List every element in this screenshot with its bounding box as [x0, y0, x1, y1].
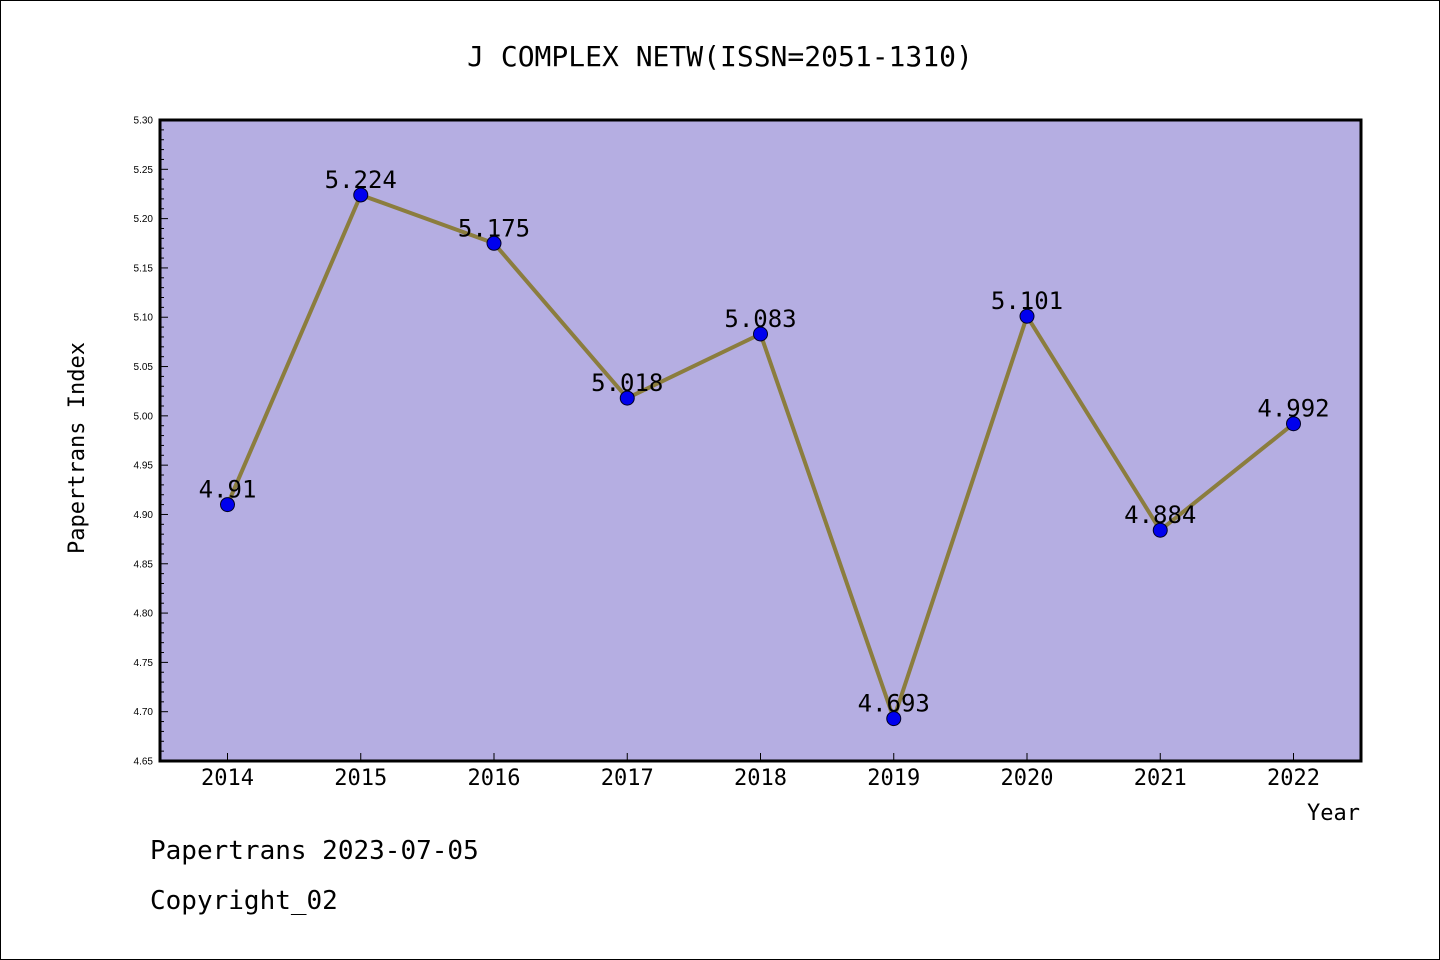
y-tick-label: 4.90 [134, 510, 154, 521]
y-tick-label: 5.20 [134, 214, 154, 225]
y-tick-label: 4.75 [134, 658, 154, 669]
data-point [353, 187, 369, 203]
y-tick-label: 4.80 [134, 609, 154, 620]
x-tick-label: 2022 [1267, 766, 1320, 791]
plot-background [160, 120, 1361, 761]
data-point [220, 497, 235, 513]
x-tick-label: 2021 [1134, 766, 1187, 791]
plot-border [158, 118, 1363, 763]
data-label: 5.018 [591, 369, 663, 397]
y-tick-label: 4.85 [134, 559, 154, 570]
y-tick-label: 5.05 [134, 362, 154, 373]
x-tick-label: 2020 [1001, 766, 1054, 791]
y-tick-label: 5.00 [134, 411, 154, 422]
y-tick-label: 4.70 [134, 707, 154, 718]
data-label: 4.693 [858, 690, 930, 718]
y-tick-label: 5.10 [134, 313, 154, 324]
data-point [1152, 522, 1168, 538]
plot-area: 4.65 4.70 4.75 4.80 4.85 4.90 4.95 5.00 5.05 5.10… [134, 116, 1363, 791]
y-tick-label: 5.30 [134, 116, 154, 127]
data-point [619, 390, 635, 406]
data-label: 4.992 [1257, 395, 1329, 423]
data-point [486, 235, 502, 251]
data-label: 4.91 [199, 476, 257, 504]
y-tick-label: 4.95 [134, 461, 154, 472]
y-tick-label: 4.65 [134, 757, 154, 768]
chart-title: J COMPLEX NETW(ISSN=2051-1310) [467, 40, 973, 73]
footer-date: Papertrans 2023-07-05 [150, 836, 479, 866]
footer-copyright: Copyright_02 [150, 886, 338, 916]
data-label: 5.083 [724, 305, 796, 333]
x-tick-label: 2014 [201, 766, 254, 791]
x-tick-label: 2015 [334, 766, 387, 791]
x-tick-label: 2019 [867, 766, 920, 791]
data-label: 5.224 [325, 166, 397, 194]
x-tick-label: 2017 [601, 766, 654, 791]
data-point [1286, 416, 1301, 432]
data-point [753, 326, 768, 342]
data-point [1019, 308, 1035, 324]
y-axis-label: Papertrans Index [65, 342, 90, 554]
data-point [886, 711, 902, 727]
data-label: 5.101 [991, 287, 1063, 315]
y-tick-label: 5.15 [134, 263, 154, 274]
data-label: 5.175 [458, 214, 530, 242]
x-tick-label: 2018 [734, 766, 787, 791]
x-axis-label: Year [1307, 801, 1360, 826]
y-tick-label: 5.25 [134, 165, 154, 176]
data-label: 4.884 [1124, 501, 1196, 529]
x-tick-label: 2016 [468, 766, 521, 791]
